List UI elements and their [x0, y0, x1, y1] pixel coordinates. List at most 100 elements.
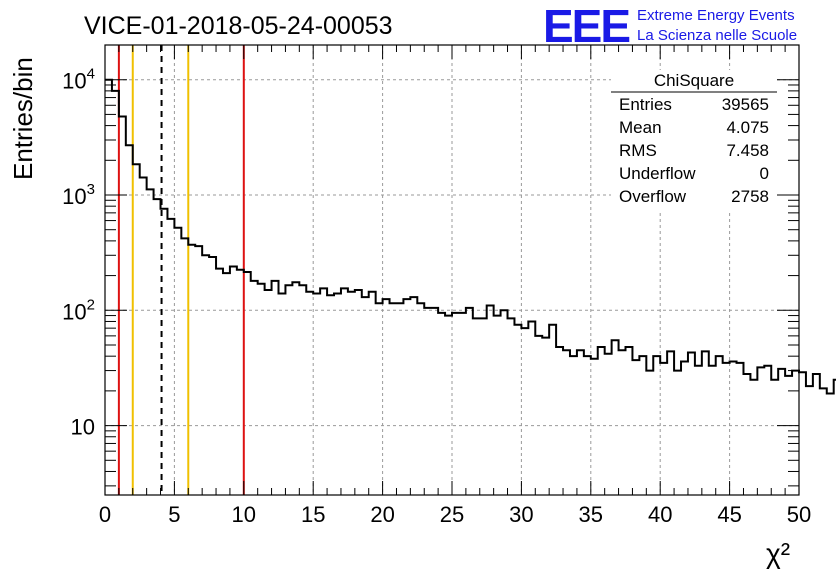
- histogram-bin: [730, 361, 737, 495]
- y-tick-label: 102: [62, 296, 95, 324]
- histogram-bin: [383, 299, 390, 495]
- histogram-bin: [632, 360, 639, 495]
- x-tick-label: 20: [370, 502, 394, 527]
- histogram-bin: [230, 266, 237, 495]
- histogram-bin: [709, 366, 716, 495]
- histogram-bin: [299, 285, 306, 495]
- brand-logo-group: EEE Extreme Energy Events La Scienza nel…: [543, 0, 797, 52]
- x-axis-title: χ²: [766, 538, 790, 569]
- y-tick-exponent: 2: [87, 296, 95, 313]
- histogram-bin: [528, 321, 535, 495]
- histogram-bin: [577, 350, 584, 495]
- histogram-bin: [584, 356, 591, 495]
- histogram-bin: [570, 356, 577, 495]
- histogram-bin: [466, 308, 473, 495]
- histogram-series: [105, 78, 836, 495]
- histogram-bin: [181, 238, 188, 495]
- x-tick-label: 35: [579, 502, 603, 527]
- histogram-bin: [695, 366, 702, 495]
- histogram-bin: [362, 297, 369, 495]
- stats-row-value: 2758: [731, 187, 769, 206]
- histogram-bin: [639, 356, 646, 495]
- stats-rows: Entries 39565 Mean 4.075 RMS 7.458 Underflow 0 O…: [619, 95, 769, 206]
- histogram-bin: [612, 340, 619, 495]
- histogram-bin: [459, 313, 466, 495]
- histogram-bin: [133, 164, 140, 495]
- histogram-bin: [334, 293, 341, 495]
- histogram-bin: [535, 336, 542, 495]
- x-tick-label: 25: [440, 502, 464, 527]
- x-tick-label: 50: [787, 502, 811, 527]
- histogram-bin: [591, 359, 598, 495]
- histogram-bin: [438, 313, 445, 495]
- histogram-bin: [549, 325, 556, 495]
- histogram-bin: [320, 288, 327, 495]
- x-tick-label: 40: [648, 502, 672, 527]
- histogram-bin: [313, 293, 320, 495]
- histogram-bin: [251, 281, 258, 495]
- histogram-bin: [827, 393, 834, 495]
- histogram-bin: [757, 367, 764, 495]
- histogram-bin: [154, 199, 161, 495]
- histogram-bin: [396, 303, 403, 495]
- histogram-bin: [403, 299, 410, 495]
- histogram-bin: [820, 388, 827, 495]
- histogram-bin: [750, 380, 757, 495]
- histogram-bin: [237, 270, 244, 495]
- histogram-bin: [521, 328, 528, 495]
- brand-logo: EEE: [543, 0, 629, 52]
- histogram-bin: [674, 371, 681, 495]
- histogram-bin: [702, 351, 709, 495]
- y-tick-base: 10: [62, 69, 86, 94]
- histogram-bin: [341, 288, 348, 495]
- stats-row-label: Underflow: [619, 164, 696, 183]
- histogram-bin: [764, 366, 771, 495]
- histogram-bin: [619, 350, 626, 495]
- histogram-bin: [605, 354, 612, 495]
- histogram-bin: [161, 209, 168, 495]
- x-tick-label: 45: [717, 502, 741, 527]
- histogram-bin: [688, 353, 695, 495]
- y-tick-label: 104: [62, 66, 95, 94]
- histogram-bin: [223, 273, 230, 495]
- histogram-bin: [813, 374, 820, 495]
- histogram-bin: [112, 91, 119, 495]
- histogram-bin: [202, 255, 209, 495]
- histogram-bin: [244, 272, 251, 495]
- histogram-bin: [327, 295, 334, 495]
- histogram-bin: [188, 245, 195, 495]
- y-tick-base: 10: [62, 299, 86, 324]
- stats-row-value: 39565: [722, 95, 769, 114]
- histogram-bin: [681, 361, 688, 495]
- histogram-bin: [487, 306, 494, 495]
- brand-line-1: Extreme Energy Events: [637, 7, 795, 24]
- histogram-bin: [279, 293, 286, 495]
- histogram-bin: [743, 374, 750, 495]
- histogram-bin: [778, 369, 785, 495]
- histogram-bin: [716, 356, 723, 495]
- histogram-bin: [174, 228, 181, 495]
- histogram-bin: [147, 189, 154, 495]
- histogram-bin: [410, 297, 417, 495]
- histogram-bin: [508, 318, 515, 495]
- histogram-bin: [792, 371, 799, 495]
- histogram-bin: [563, 350, 570, 495]
- histogram-bin: [292, 282, 299, 495]
- marker-lines: [117, 45, 245, 495]
- histogram-bin: [653, 356, 660, 495]
- y-tick-label: 10: [71, 415, 95, 440]
- histogram-bin: [737, 363, 744, 495]
- stats-row-label: Mean: [619, 118, 662, 137]
- stats-title: ChiSquare: [654, 71, 734, 90]
- brand-line-2: La Scienza nelle Scuole: [637, 27, 797, 44]
- chart-title: VICE-01-2018-05-24-00053: [84, 12, 393, 40]
- histogram-step-line: [105, 78, 836, 395]
- histogram-bin: [598, 347, 605, 495]
- histogram-bin: [167, 219, 174, 495]
- stats-row-value: 4.075: [726, 118, 769, 137]
- histogram-bin: [626, 347, 633, 495]
- histogram-bin: [126, 145, 133, 495]
- histogram-bin: [646, 371, 653, 495]
